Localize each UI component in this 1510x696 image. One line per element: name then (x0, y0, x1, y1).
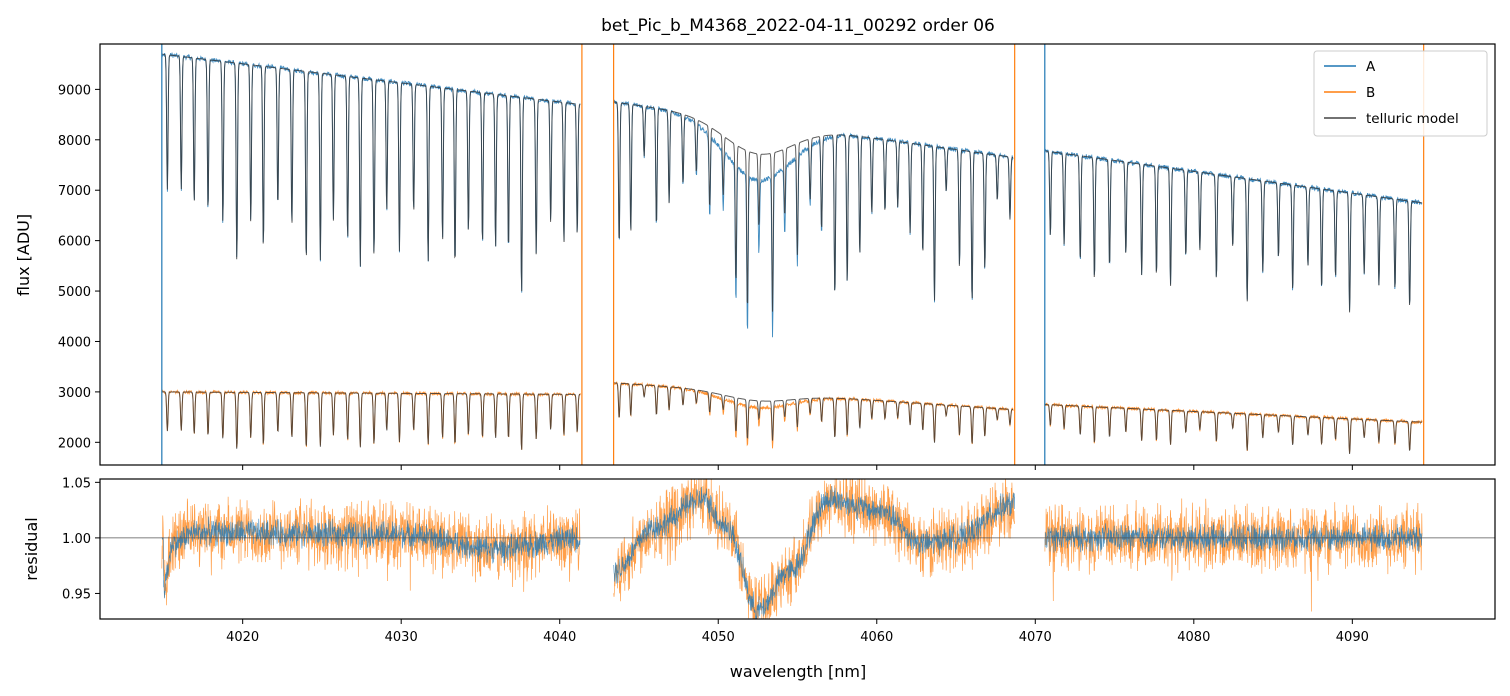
series-b-segment-1 (613, 381, 1014, 449)
bottom-x-tick-label: 4040 (543, 630, 576, 645)
legend: A B telluric model (1313, 50, 1488, 137)
top-y-tick-label: 8000 (58, 134, 91, 149)
legend-box (1313, 50, 1488, 137)
bottom-x-tick-label: 4060 (860, 630, 893, 645)
top-panel-frame (99, 43, 1496, 466)
bottom-x-tick-label: 4070 (1019, 630, 1052, 645)
series-a-segment-1 (613, 99, 1014, 338)
top-y-tick-label: 7000 (58, 184, 91, 199)
bottom-y-axis-label: residual (22, 517, 41, 580)
top-x-axis (242, 465, 1353, 470)
telluric-model-b-segment-0 (161, 391, 581, 450)
bottom-x-tick-label: 4030 (385, 630, 418, 645)
x-axis-label: wavelength [nm] (730, 662, 867, 681)
top-y-tick-label: 2000 (58, 436, 91, 451)
residual-series-b (161, 479, 1423, 619)
bottom-y-tick-label: 1.00 (62, 532, 91, 547)
top-y-tick-label: 4000 (58, 335, 91, 350)
bottom-x-axis: 4020 4030 4040 4050 4060 4070 4080 4090 (226, 619, 1369, 645)
bottom-panel-data (100, 479, 1495, 619)
top-y-tick-label: 3000 (58, 386, 91, 401)
legend-label-a: A (1366, 59, 1376, 75)
telluric-model-a-segment-0 (161, 53, 581, 292)
top-y-tick-label: 6000 (58, 235, 91, 250)
bottom-x-tick-label: 4090 (1336, 630, 1369, 645)
telluric-model-a-segment-1 (613, 101, 1014, 312)
bottom-x-tick-label: 4020 (226, 630, 259, 645)
top-panel-data (161, 44, 1425, 465)
top-y-axis: 2000 3000 4000 5000 6000 7000 8000 9000 (58, 83, 100, 451)
series-b-segment-0 (161, 389, 581, 450)
bottom-panel-frame (99, 478, 1496, 620)
bottom-x-tick-label: 4050 (702, 630, 735, 645)
telluric-model-a-segment-2 (1044, 150, 1423, 313)
bottom-y-axis: 0.95 1.00 1.05 (62, 476, 100, 602)
top-y-tick-label: 5000 (58, 285, 91, 300)
residual-series-a (161, 485, 1423, 619)
legend-label-telluric: telluric model (1366, 111, 1459, 127)
bottom-x-tick-label: 4080 (1177, 630, 1210, 645)
bottom-y-tick-label: 1.05 (62, 476, 91, 491)
telluric-model-b-segment-1 (613, 382, 1014, 444)
telluric-model-b-segment-2 (1044, 404, 1423, 454)
bottom-y-tick-label: 0.95 (62, 587, 91, 602)
chart-title: bet_Pic_b_M4368_2022-04-11_00292 order 0… (601, 16, 995, 36)
series-a-segment-0 (161, 51, 581, 293)
legend-label-b: B (1366, 85, 1375, 101)
top-y-tick-label: 9000 (58, 83, 91, 98)
top-y-axis-label: flux [ADU] (14, 214, 33, 296)
